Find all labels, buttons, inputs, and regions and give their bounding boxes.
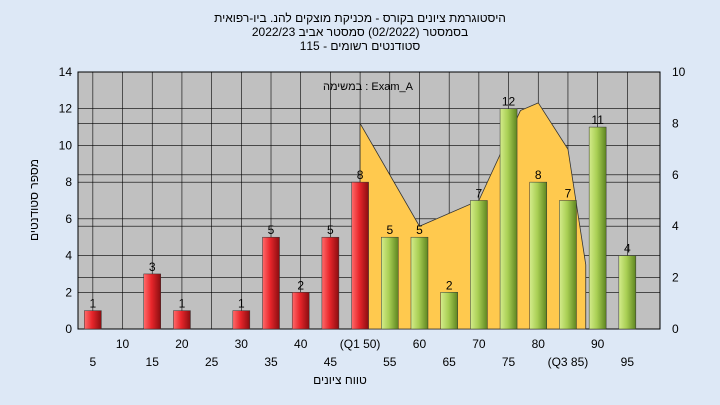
y-tick-label: 14 bbox=[59, 65, 73, 79]
bar-label-15: 3 bbox=[149, 260, 156, 274]
y-axis-ticks: 0 2 4 6 8 10 12 14 bbox=[59, 65, 73, 336]
bar-label-35: 5 bbox=[268, 223, 275, 237]
y2-axis-ticks: 0 2 4 6 8 10 bbox=[672, 65, 686, 336]
x-tick-label: 80 bbox=[532, 337, 546, 351]
x-tick-label: 90 bbox=[591, 337, 605, 351]
chart-title-line-1: היסטוגרמת ציונים בקורס - מכניקת מוצקים ל… bbox=[214, 11, 506, 25]
bar-60 bbox=[410, 236, 429, 330]
bar-80 bbox=[529, 181, 548, 330]
x-tick-label: (Q3 85) bbox=[548, 355, 589, 369]
bar-label-80: 8 bbox=[535, 168, 542, 182]
bar-label-65: 2 bbox=[446, 278, 453, 292]
bar-55 bbox=[381, 236, 399, 330]
x-tick-label: 15 bbox=[146, 355, 160, 369]
y-tick-label: 10 bbox=[59, 138, 73, 152]
x-tick-label: 70 bbox=[472, 337, 486, 351]
bar-label-50: 8 bbox=[357, 168, 364, 182]
x-tick-label: 40 bbox=[294, 337, 308, 351]
y2-tick-label: 0 bbox=[672, 322, 679, 336]
x-tick-label: (Q1 50) bbox=[340, 337, 381, 351]
y2-tick-label: 4 bbox=[672, 219, 679, 233]
bar-90 bbox=[588, 126, 607, 330]
y2-tick-label: 6 bbox=[672, 168, 679, 182]
bar-35 bbox=[262, 236, 280, 330]
bar-50 bbox=[351, 181, 369, 330]
bar-label-75: 12 bbox=[502, 95, 516, 109]
bar-label-90: 11 bbox=[591, 113, 604, 127]
bar-75 bbox=[499, 108, 518, 330]
y-tick-label: 4 bbox=[65, 249, 72, 263]
bar-30 bbox=[232, 310, 251, 330]
x-tick-label: 55 bbox=[383, 355, 397, 369]
x-tick-label: 5 bbox=[90, 355, 97, 369]
x-tick-label: 10 bbox=[116, 337, 130, 351]
y-tick-label: 6 bbox=[65, 212, 72, 226]
x-axis-title: טווח ציונים bbox=[313, 373, 367, 387]
bar-70 bbox=[470, 200, 488, 330]
bar-65 bbox=[440, 292, 458, 330]
bar-label-60: 5 bbox=[416, 223, 423, 237]
bar-label-95: 4 bbox=[624, 242, 631, 256]
x-tick-label: 75 bbox=[502, 355, 516, 369]
chart-title-line-3: סטודנטים רשומים - 115 bbox=[300, 39, 421, 53]
y2-tick-label: 10 bbox=[672, 65, 686, 79]
y2-tick-label: 2 bbox=[672, 271, 679, 285]
bar-95 bbox=[618, 255, 637, 330]
bar-label-70: 7 bbox=[476, 187, 483, 201]
bar-label-85: 7 bbox=[565, 187, 572, 201]
y-tick-label: 8 bbox=[65, 175, 72, 189]
y-tick-label: 2 bbox=[65, 285, 72, 299]
x-tick-label: 65 bbox=[442, 355, 456, 369]
x-tick-label: 30 bbox=[235, 337, 249, 351]
x-tick-label: 20 bbox=[175, 337, 189, 351]
bar-label-45: 5 bbox=[327, 223, 334, 237]
bar-label-20: 1 bbox=[179, 297, 186, 311]
x-tick-label: 95 bbox=[621, 355, 635, 369]
bar-15 bbox=[143, 273, 161, 330]
y-tick-label: 0 bbox=[65, 322, 72, 336]
bar-45 bbox=[321, 236, 340, 330]
y-tick-label: 12 bbox=[59, 102, 73, 116]
bar-20 bbox=[173, 310, 191, 330]
bar-label-40: 2 bbox=[297, 278, 304, 292]
x-tick-label: 25 bbox=[205, 355, 219, 369]
bar-85 bbox=[559, 200, 577, 330]
bar-label-5: 1 bbox=[90, 297, 97, 311]
x-tick-label: 45 bbox=[324, 355, 338, 369]
bar-label-55: 5 bbox=[386, 223, 393, 237]
y2-tick-label: 8 bbox=[672, 116, 679, 130]
chart-title-line-2: בסמסטר (02/2022) סמסטר אביב 2022/23 bbox=[252, 25, 468, 39]
bar-5 bbox=[84, 310, 102, 330]
x-tick-label: 60 bbox=[413, 337, 427, 351]
bar-label-30: 1 bbox=[238, 297, 245, 311]
bar-40 bbox=[291, 292, 310, 330]
x-tick-label: 35 bbox=[264, 355, 278, 369]
y-axis-title: מספר סטודנטים bbox=[27, 159, 41, 241]
bars bbox=[84, 108, 637, 330]
x-axis-ticks: 5 10 15 20 25 30 35 40 45(Q1 50)55 60 65 70 75 80(Q3 … bbox=[90, 337, 635, 369]
annotation: במשימה : Exam_A bbox=[323, 81, 414, 93]
